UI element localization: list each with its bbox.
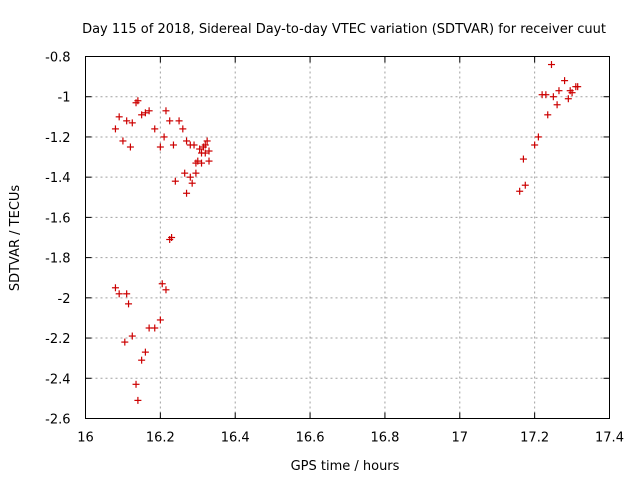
data-point — [138, 111, 146, 119]
x-tick-label: 17.4 — [595, 431, 624, 446]
data-point — [542, 91, 550, 99]
y-tick-label: -1.6 — [45, 211, 70, 226]
data-point — [175, 117, 183, 125]
data-point — [555, 87, 563, 95]
data-point — [111, 284, 119, 292]
data-point — [123, 290, 131, 298]
data-point — [183, 189, 191, 197]
data-point — [205, 147, 213, 155]
x-tick-label: 16.8 — [370, 431, 399, 446]
data-point — [158, 280, 166, 288]
data-point — [203, 137, 211, 145]
y-tick-labels: -0.8 -1 -1.2 -1.4 -1.6 -1.8 -2 -2.2 -2.4 -2.6 — [45, 51, 70, 428]
y-tick-label: -2.6 — [45, 413, 70, 428]
data-point — [115, 290, 123, 298]
data-point — [519, 155, 527, 163]
data-point — [201, 149, 209, 157]
data-point — [521, 181, 529, 189]
data-point — [568, 89, 576, 97]
y-axis-title: SDTVAR / TECUs — [8, 185, 23, 292]
y-tick-label: -1 — [58, 91, 71, 106]
data-point — [132, 380, 140, 388]
data-point — [151, 324, 159, 332]
data-point — [564, 95, 572, 103]
data-point — [156, 143, 164, 151]
data-points — [111, 61, 582, 404]
data-point — [531, 141, 539, 149]
data-point — [183, 137, 191, 145]
data-point — [115, 113, 123, 121]
y-tick-label: -1.8 — [45, 252, 70, 267]
x-axis-title: GPS time / hours — [291, 459, 400, 474]
data-point — [205, 157, 213, 165]
data-point — [192, 169, 200, 177]
data-point — [561, 77, 569, 85]
data-point — [134, 396, 142, 404]
x-tick-label: 16.6 — [296, 431, 325, 446]
y-tick-label: -2 — [58, 292, 71, 307]
grid-lines — [85, 56, 610, 419]
data-point — [181, 169, 189, 177]
data-point — [128, 119, 136, 127]
x-tick-label: 17 — [452, 431, 469, 446]
data-point — [141, 348, 149, 356]
x-tick-label: 16.2 — [146, 431, 175, 446]
data-point — [534, 133, 542, 141]
data-point — [544, 111, 552, 119]
data-point — [179, 125, 187, 133]
data-point — [166, 117, 174, 125]
data-point — [138, 356, 146, 364]
data-point — [190, 141, 198, 149]
data-point — [145, 107, 153, 115]
data-point — [549, 93, 557, 101]
data-point — [186, 173, 194, 181]
data-point — [123, 117, 131, 125]
data-point — [574, 83, 582, 91]
data-point — [201, 141, 209, 149]
data-point — [125, 300, 133, 308]
data-point — [156, 316, 164, 324]
data-point — [128, 332, 136, 340]
data-point — [121, 338, 129, 346]
chart-title: Day 115 of 2018, Sidereal Day-to-day VTE… — [82, 22, 606, 37]
y-tick-label: -2.4 — [45, 372, 70, 387]
data-point — [516, 187, 524, 195]
data-point — [134, 97, 142, 105]
data-point — [151, 125, 159, 133]
data-point — [198, 159, 206, 167]
data-point — [553, 101, 561, 109]
data-point — [171, 177, 179, 185]
y-tick-label: -0.8 — [45, 51, 70, 66]
data-point — [119, 137, 127, 145]
data-point — [162, 286, 170, 294]
data-point — [168, 234, 176, 241]
data-point — [141, 109, 149, 117]
y-tick-label: -2.2 — [45, 332, 70, 347]
data-point — [111, 125, 119, 133]
data-point — [169, 141, 177, 149]
data-point — [196, 145, 204, 153]
y-tick-label: -1.2 — [45, 131, 70, 146]
data-point — [547, 61, 555, 69]
x-tick-label: 16.4 — [221, 431, 250, 446]
x-tick-label: 16 — [77, 431, 94, 446]
data-point — [188, 179, 196, 187]
data-point — [194, 157, 202, 165]
x-tick-label: 17.2 — [520, 431, 549, 446]
y-tick-label: -1.4 — [45, 171, 70, 186]
data-point — [126, 143, 134, 151]
plot-frame — [85, 56, 610, 419]
data-point — [160, 133, 168, 141]
data-point — [162, 107, 170, 115]
x-tick-labels: 16 16.2 16.4 16.6 16.8 17 17.2 17.4 — [77, 431, 624, 446]
